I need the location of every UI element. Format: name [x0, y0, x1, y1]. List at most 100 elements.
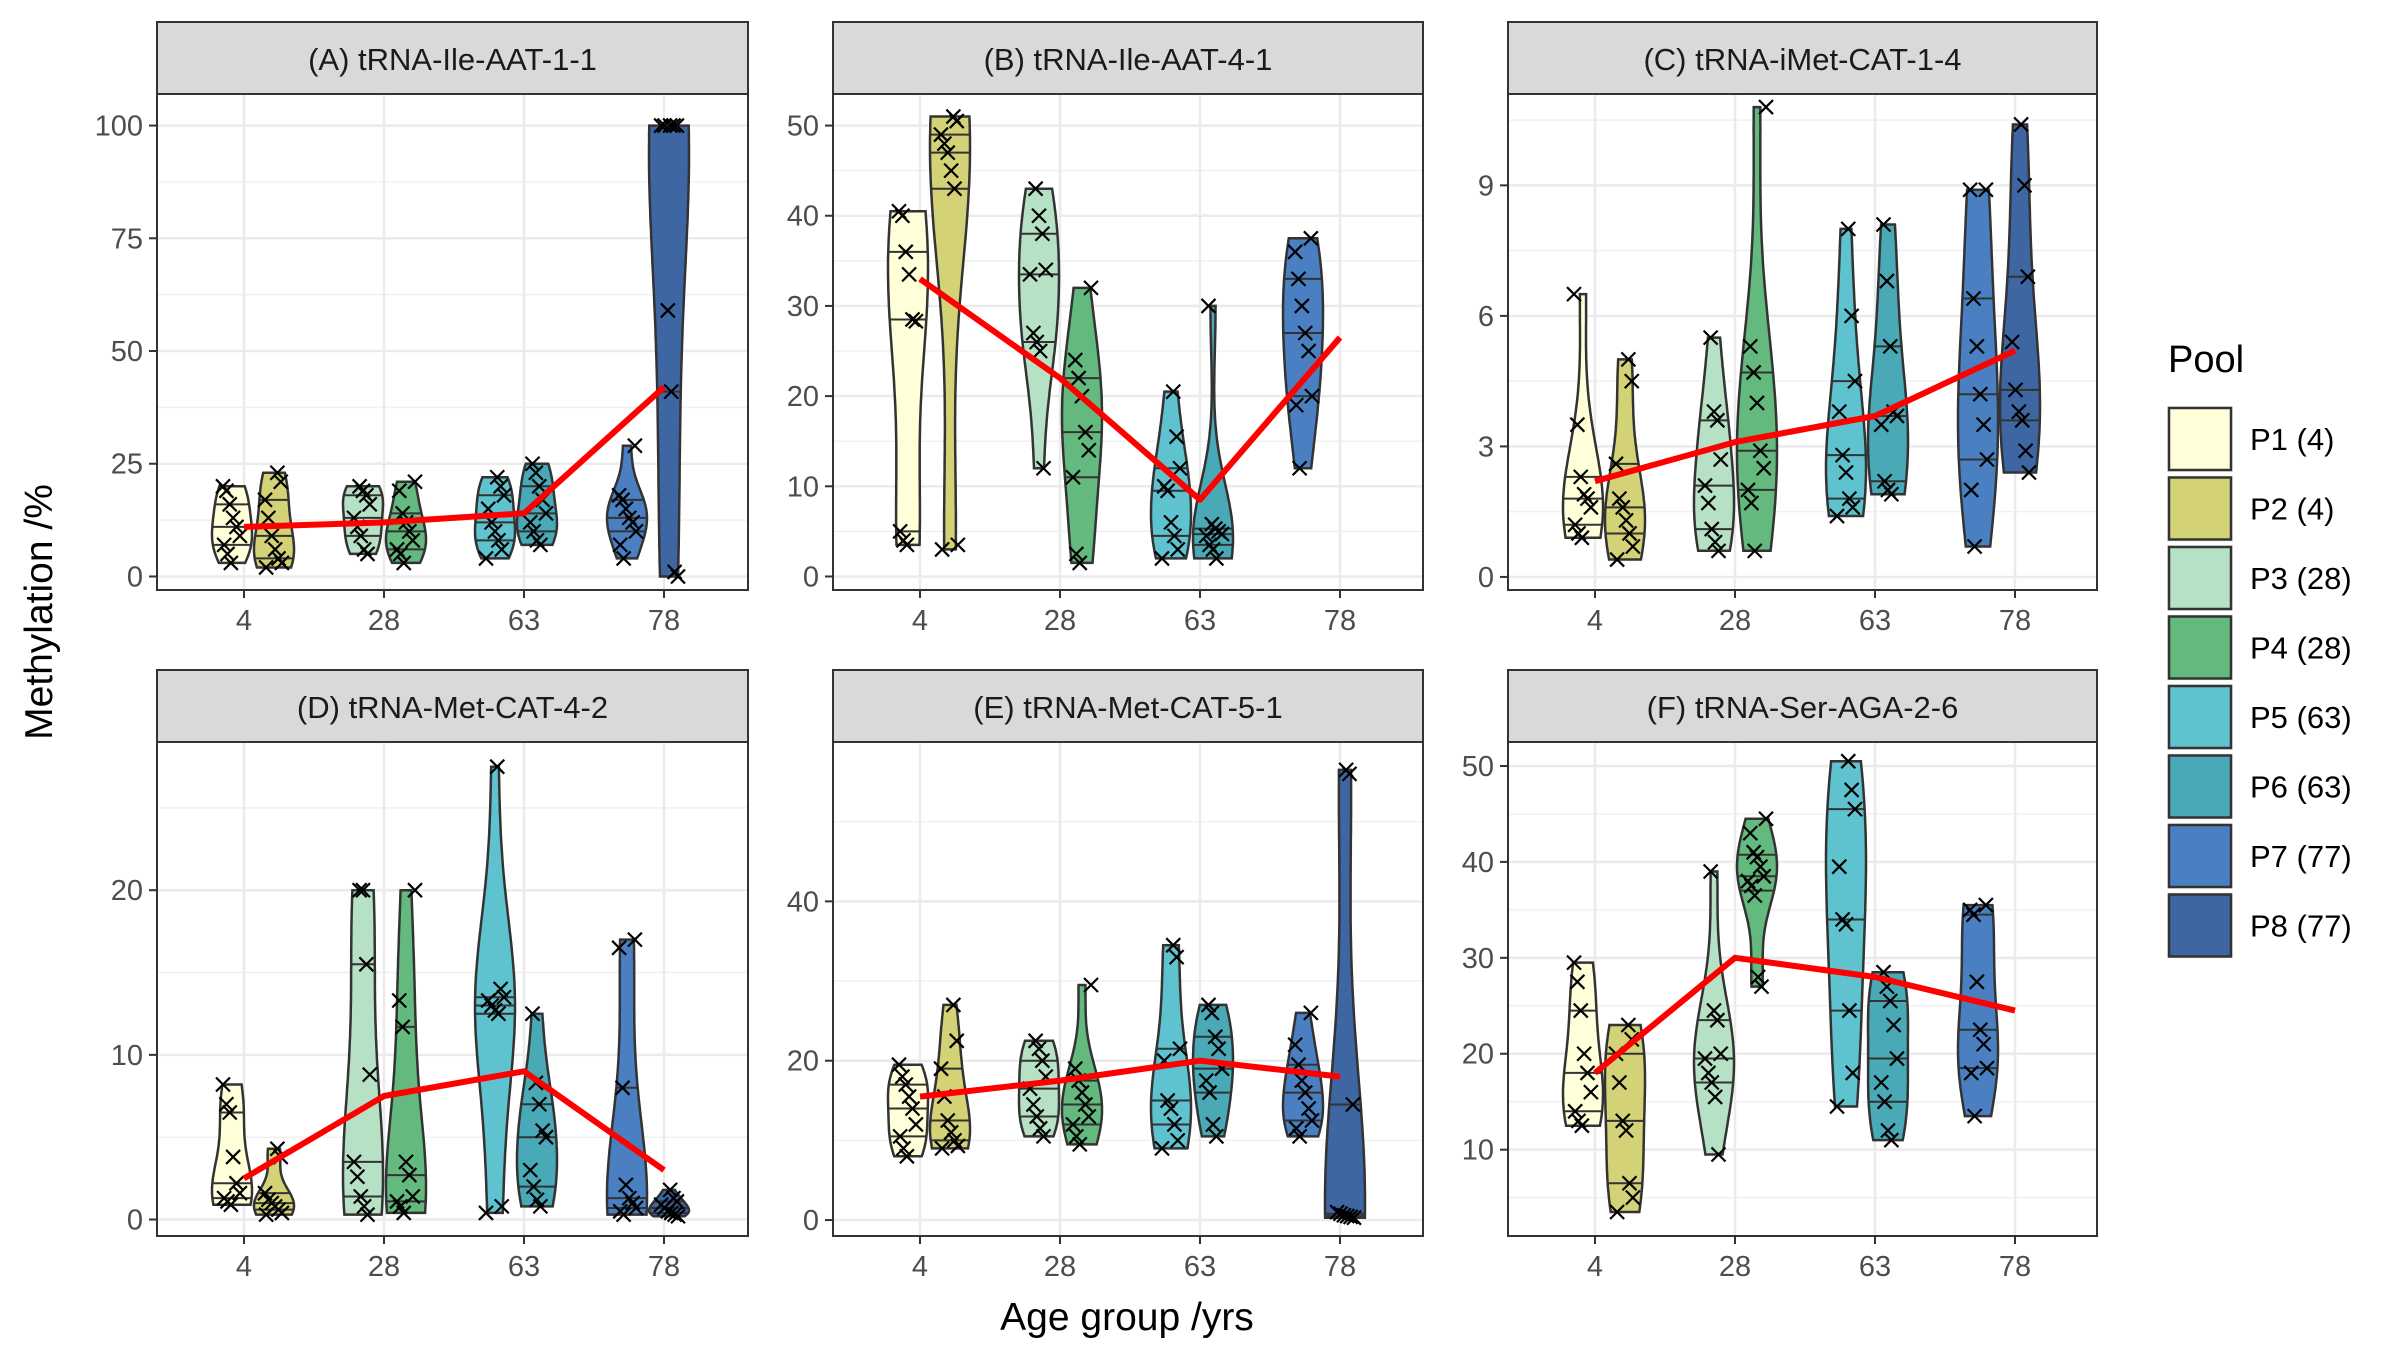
data-point	[1567, 516, 1583, 533]
data-point	[538, 1129, 554, 1145]
data-point	[1080, 442, 1097, 458]
plot-area	[833, 742, 1423, 1236]
data-point	[943, 162, 959, 179]
data-point	[219, 546, 236, 562]
data-point	[1969, 974, 1985, 990]
y-tick-label: 50	[787, 111, 819, 143]
y-tick-label: 10	[111, 1040, 143, 1072]
data-point	[216, 537, 232, 553]
data-point	[1882, 993, 1899, 1009]
data-point	[394, 1019, 411, 1035]
legend-label: P4 (28)	[2250, 631, 2352, 666]
data-point	[1154, 550, 1170, 567]
legend-swatch	[2167, 823, 2233, 889]
data-point	[522, 1162, 539, 1178]
data-point	[496, 989, 512, 1006]
y-tick-label: 20	[1462, 1039, 1494, 1071]
data-point	[1876, 473, 1893, 490]
data-point	[1572, 469, 1589, 485]
data-point	[361, 496, 378, 513]
data-point	[899, 537, 915, 553]
y-tick-label: 30	[1462, 943, 1494, 975]
data-point	[407, 474, 423, 490]
panel-border	[832, 93, 1424, 591]
data-point	[1294, 1072, 1310, 1089]
data-point	[1965, 290, 1982, 307]
data-point	[1885, 1017, 1902, 1033]
panel-5: (E) tRNA-Met-CAT-5-1 0 20 40 4 28 63 78	[787, 669, 1424, 1283]
data-point	[352, 528, 369, 544]
x-tick-label: 63	[1184, 605, 1216, 637]
data-point	[1975, 1036, 1992, 1052]
legend-swatch	[2167, 684, 2233, 750]
data-point	[2014, 412, 2031, 429]
data-point	[904, 1100, 921, 1117]
data-point	[1758, 99, 1774, 115]
data-point	[1742, 825, 1759, 841]
violin	[928, 115, 972, 551]
panel-title: (C) tRNA-iMet-CAT-1-4	[1643, 42, 1961, 77]
data-point	[1032, 343, 1048, 359]
data-point	[1706, 1002, 1722, 1019]
data-point	[489, 758, 506, 775]
data-point	[1037, 262, 1054, 278]
x-tick-label: 4	[912, 605, 928, 637]
data-point	[627, 931, 643, 948]
data-point	[1304, 388, 1320, 404]
x-tick-label: 63	[508, 605, 540, 637]
legend-item: P2 (4)	[2167, 475, 2334, 542]
data-point	[1074, 1084, 1090, 1101]
data-point	[904, 311, 921, 328]
data-point	[939, 144, 956, 161]
violin	[886, 209, 930, 547]
data-point	[493, 541, 510, 558]
data-point	[901, 1088, 917, 1105]
data-point	[666, 1206, 683, 1223]
data-point	[1972, 386, 1989, 402]
data-point	[933, 126, 949, 143]
data-point	[614, 492, 631, 508]
data-point	[1972, 1021, 1989, 1038]
data-point	[538, 505, 554, 522]
data-point	[1620, 1017, 1637, 1033]
data-point	[1966, 1108, 1983, 1124]
panel-border	[1507, 93, 2098, 591]
data-point	[1035, 460, 1052, 477]
data-point	[1083, 280, 1099, 296]
data-point	[1165, 383, 1182, 400]
data-point	[493, 1198, 510, 1215]
y-tick-label: 50	[1462, 751, 1494, 783]
data-point	[1163, 1100, 1179, 1117]
data-point	[1831, 858, 1848, 875]
data-point	[1743, 878, 1760, 894]
data-point	[1159, 483, 1176, 499]
trend-line	[243, 384, 667, 530]
violin	[1866, 970, 1910, 1142]
data-point	[2016, 177, 2033, 194]
data-point	[1844, 499, 1861, 516]
data-point	[1875, 216, 1892, 233]
data-point	[1749, 849, 1765, 865]
data-point	[528, 464, 544, 481]
data-point	[1028, 1108, 1045, 1125]
data-point	[892, 1128, 908, 1145]
x-tick-label: 4	[236, 1251, 252, 1283]
data-point	[936, 135, 953, 152]
data-point	[1290, 271, 1307, 287]
violin	[605, 938, 649, 1216]
panel-border	[156, 93, 749, 591]
x-tick-label: 78	[648, 605, 680, 637]
data-point	[1618, 1122, 1634, 1139]
legend-item: P3 (28)	[2167, 545, 2352, 611]
data-point	[627, 437, 643, 454]
data-point	[615, 1206, 632, 1223]
data-point	[1831, 403, 1848, 420]
panel-title: (A) tRNA-Ile-AAT-1-1	[308, 42, 597, 77]
data-point	[1710, 1146, 1727, 1163]
legend-swatch	[2167, 615, 2233, 680]
x-tick-label: 28	[1719, 605, 1751, 637]
data-point	[934, 541, 950, 558]
panel-border	[832, 741, 1424, 1237]
data-point	[1746, 543, 1763, 559]
data-point	[1572, 1002, 1589, 1019]
